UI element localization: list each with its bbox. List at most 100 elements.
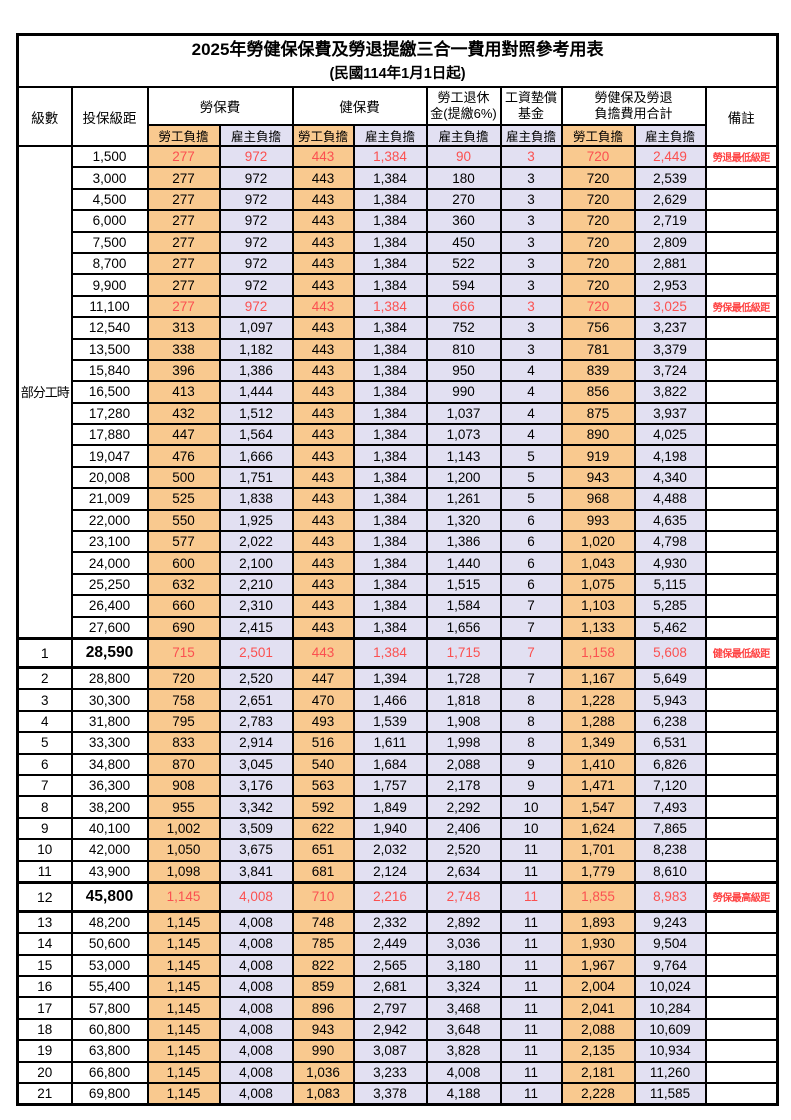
value-cell: 3,675 <box>218 838 294 862</box>
level-cell: 14 <box>16 932 73 956</box>
value-cell: 338 <box>146 337 221 361</box>
value-cell: 4,025 <box>633 423 707 447</box>
value-cell: 1,133 <box>560 615 636 640</box>
value-cell: 5,649 <box>633 666 707 691</box>
value-cell: 1,715 <box>425 636 502 669</box>
level-cell: 11 <box>16 859 73 884</box>
value-cell: 3,342 <box>218 795 294 819</box>
level-cell: 20 <box>16 1060 73 1085</box>
bracket-cell: 55,400 <box>70 975 149 999</box>
remark-cell <box>704 615 779 640</box>
value-cell: 470 <box>291 688 355 712</box>
value-cell: 8,983 <box>633 880 707 913</box>
value-cell: 396 <box>146 358 221 383</box>
value-cell: 1,073 <box>425 423 502 447</box>
value-cell: 277 <box>146 187 221 212</box>
value-cell: 622 <box>291 816 355 841</box>
table-body: 部分工時 1,500 277 972 443 1,384 90 3 720 2,449 勞退最低級距… <box>16 144 779 1106</box>
value-cell: 2,881 <box>633 251 707 276</box>
value-cell: 1,167 <box>560 666 636 691</box>
table-row: 6,000 277 972 443 1,384 360 3 720 2,719 <box>18 209 779 233</box>
value-cell: 720 <box>560 144 636 169</box>
value-cell: 447 <box>291 666 355 691</box>
subheader-health-employee-share: 勞工負擔 <box>291 124 355 147</box>
remark-cell <box>704 1039 779 1063</box>
table-row: 9,900 277 972 443 1,384 594 3 720 2,953 <box>18 273 779 297</box>
value-cell: 1,893 <box>560 910 636 935</box>
value-cell: 2,032 <box>352 838 428 862</box>
value-cell: 4,008 <box>218 1017 294 1042</box>
remark-cell <box>704 380 779 404</box>
bracket-cell: 53,000 <box>70 953 149 978</box>
remark-cell <box>704 709 779 734</box>
value-cell: 1,261 <box>425 487 502 511</box>
value-cell: 4,008 <box>218 996 294 1020</box>
value-cell: 1,384 <box>352 144 428 169</box>
value-cell: 2,124 <box>352 859 428 884</box>
remark-cell <box>704 838 779 862</box>
value-cell: 11 <box>499 996 563 1020</box>
bracket-cell: 20,008 <box>70 465 149 490</box>
bracket-cell: 60,800 <box>70 1017 149 1042</box>
bracket-cell: 17,880 <box>70 423 149 447</box>
value-cell: 715 <box>146 636 221 669</box>
value-cell: 10 <box>499 816 563 841</box>
table-row: 23,100 577 2,022 443 1,384 1,386 6 1,020 4,798 <box>18 530 779 554</box>
table-row: 9 40,100 1,002 3,509 622 1,940 2,406 10 1,624 7,8… <box>16 816 779 841</box>
subheader-labor-employer-share: 雇主負擔 <box>218 124 294 147</box>
level-cell: 12 <box>16 880 73 913</box>
value-cell: 3 <box>499 251 563 276</box>
value-cell: 9,504 <box>633 932 707 956</box>
remark-cell <box>704 423 779 447</box>
value-cell: 11,585 <box>633 1082 707 1106</box>
value-cell: 11 <box>499 910 563 935</box>
value-cell: 3,233 <box>352 1060 428 1085</box>
table-row: 20,008 500 1,751 443 1,384 1,200 5 943 4,340 <box>18 465 779 490</box>
col-header-pension-line2: 金(提繳6%) <box>430 106 497 121</box>
value-cell: 3,724 <box>633 358 707 383</box>
col-header-pension: 勞工退休 金(提繳6%) <box>425 86 502 126</box>
value-cell: 2,719 <box>633 209 707 233</box>
value-cell: 90 <box>425 144 502 169</box>
value-cell: 277 <box>146 209 221 233</box>
col-header-health-insurance: 健保費 <box>291 86 428 126</box>
value-cell: 1,384 <box>352 294 428 319</box>
value-cell: 443 <box>291 251 355 276</box>
remark-cell <box>704 487 779 511</box>
value-cell: 720 <box>560 230 636 254</box>
table-row: 7,500 277 972 443 1,384 450 3 720 2,809 <box>18 230 779 254</box>
value-cell: 4,798 <box>633 530 707 554</box>
level-cell: 16 <box>16 975 73 999</box>
value-cell: 681 <box>291 859 355 884</box>
value-cell: 2,216 <box>352 880 428 913</box>
value-cell: 2,520 <box>218 666 294 691</box>
value-cell: 1,539 <box>352 709 428 734</box>
value-cell: 2,181 <box>560 1060 636 1085</box>
value-cell: 1,818 <box>425 688 502 712</box>
value-cell: 896 <box>291 996 355 1020</box>
value-cell: 10,024 <box>633 975 707 999</box>
value-cell: 1,228 <box>560 688 636 712</box>
value-cell: 4 <box>499 380 563 404</box>
level-cell: 15 <box>16 953 73 978</box>
value-cell: 4,008 <box>218 880 294 913</box>
value-cell: 443 <box>291 380 355 404</box>
bracket-cell: 24,000 <box>70 551 149 575</box>
bracket-cell: 30,300 <box>70 688 149 712</box>
table-row: 14 50,600 1,145 4,008 785 2,449 3,036 11 1,930 9,… <box>16 932 779 956</box>
bracket-cell: 4,500 <box>70 187 149 212</box>
value-cell: 5,943 <box>633 688 707 712</box>
col-header-total: 勞健保及勞退 負擔費用合計 <box>560 86 707 126</box>
value-cell: 1,701 <box>560 838 636 862</box>
col-header-wage-fund-line2: 基金 <box>517 106 544 121</box>
value-cell: 1,097 <box>218 316 294 340</box>
bracket-cell: 66,800 <box>70 1060 149 1085</box>
level-cell: 1 <box>16 636 73 669</box>
value-cell: 1,145 <box>146 996 221 1020</box>
value-cell: 1,384 <box>352 423 428 447</box>
value-cell: 443 <box>291 551 355 575</box>
value-cell: 540 <box>291 752 355 776</box>
value-cell: 7,865 <box>633 816 707 841</box>
value-cell: 2,292 <box>425 795 502 819</box>
value-cell: 1,384 <box>352 316 428 340</box>
